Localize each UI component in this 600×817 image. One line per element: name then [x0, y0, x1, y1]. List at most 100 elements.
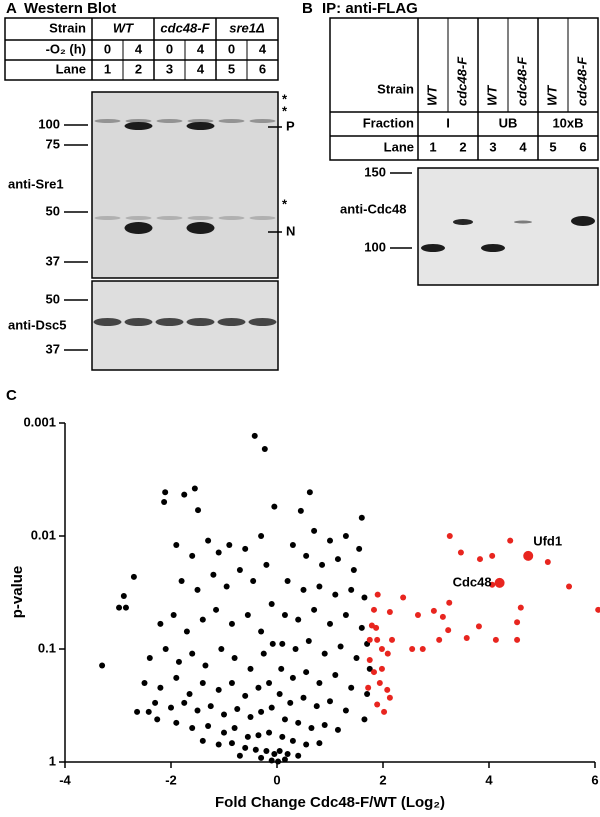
label: WT — [113, 20, 134, 35]
point — [544, 559, 551, 566]
band — [249, 216, 276, 220]
label: 4 — [197, 41, 205, 56]
point — [289, 541, 296, 548]
point — [170, 611, 177, 618]
point — [342, 707, 349, 714]
point — [207, 703, 214, 710]
band — [94, 119, 121, 123]
point — [342, 533, 349, 539]
label: 1 — [49, 753, 56, 768]
label: B — [302, 0, 313, 17]
band — [124, 122, 153, 130]
point — [279, 733, 286, 740]
point — [205, 537, 212, 544]
point — [311, 527, 318, 534]
point — [361, 594, 368, 601]
label: N — [286, 223, 295, 238]
label: 0.01 — [31, 527, 56, 542]
label: 4 — [197, 61, 205, 76]
point — [223, 583, 230, 590]
point — [161, 498, 168, 505]
label: 2 — [135, 61, 142, 76]
label: 75 — [46, 136, 60, 151]
point — [356, 545, 363, 552]
point — [191, 485, 198, 492]
point — [157, 620, 164, 627]
point — [261, 446, 268, 453]
band — [186, 122, 215, 130]
label: 100 — [364, 239, 386, 254]
point — [251, 432, 258, 439]
point — [514, 619, 521, 626]
point — [215, 549, 222, 556]
point — [276, 748, 283, 755]
band — [453, 219, 473, 225]
label: 4 — [135, 41, 143, 56]
point — [146, 654, 153, 661]
point — [236, 752, 243, 759]
highlight-point — [494, 577, 505, 588]
point — [183, 628, 190, 635]
point — [297, 507, 304, 514]
point — [365, 684, 372, 691]
label: -4 — [59, 772, 71, 787]
point — [228, 620, 235, 627]
label: 0 — [166, 41, 173, 56]
point — [475, 623, 482, 630]
point — [202, 662, 209, 669]
point — [311, 606, 318, 613]
point — [205, 722, 212, 729]
point — [281, 716, 288, 723]
point — [189, 724, 196, 731]
point — [316, 583, 323, 590]
point — [321, 721, 328, 728]
point — [386, 608, 393, 615]
label: cdc48-F — [574, 56, 589, 106]
point — [284, 751, 291, 758]
label: 6 — [259, 61, 266, 76]
point — [152, 699, 159, 706]
point — [353, 654, 360, 661]
band — [124, 318, 153, 326]
point — [281, 611, 288, 618]
point — [378, 665, 385, 672]
point — [279, 640, 286, 647]
band — [218, 119, 245, 123]
point — [284, 577, 291, 584]
band — [125, 119, 152, 123]
point — [361, 716, 368, 723]
label: UB — [499, 115, 518, 130]
point — [221, 729, 227, 736]
point — [242, 744, 249, 751]
label: 0 — [104, 41, 111, 56]
band — [248, 318, 277, 326]
point — [210, 571, 217, 578]
point — [292, 646, 299, 652]
label: -2 — [165, 772, 177, 787]
point — [134, 708, 141, 715]
point — [221, 711, 227, 718]
point — [381, 708, 388, 715]
point — [319, 561, 326, 568]
y-axis-title: p-value — [9, 566, 26, 619]
label: 4 — [519, 139, 527, 154]
point — [289, 737, 296, 744]
point — [173, 541, 180, 548]
label: Cdc48 — [453, 574, 492, 589]
point — [244, 733, 251, 740]
point — [181, 491, 188, 498]
band — [571, 216, 595, 226]
point — [278, 665, 285, 672]
label: 3 — [489, 139, 496, 154]
band — [155, 318, 184, 326]
point — [374, 591, 381, 598]
point — [327, 698, 333, 705]
band — [481, 244, 505, 252]
label: 100 — [38, 116, 60, 131]
band — [186, 222, 215, 234]
label: 6 — [579, 139, 586, 154]
label: 10xB — [552, 115, 583, 130]
band — [187, 119, 214, 123]
label: I — [446, 115, 450, 130]
point — [303, 741, 310, 748]
